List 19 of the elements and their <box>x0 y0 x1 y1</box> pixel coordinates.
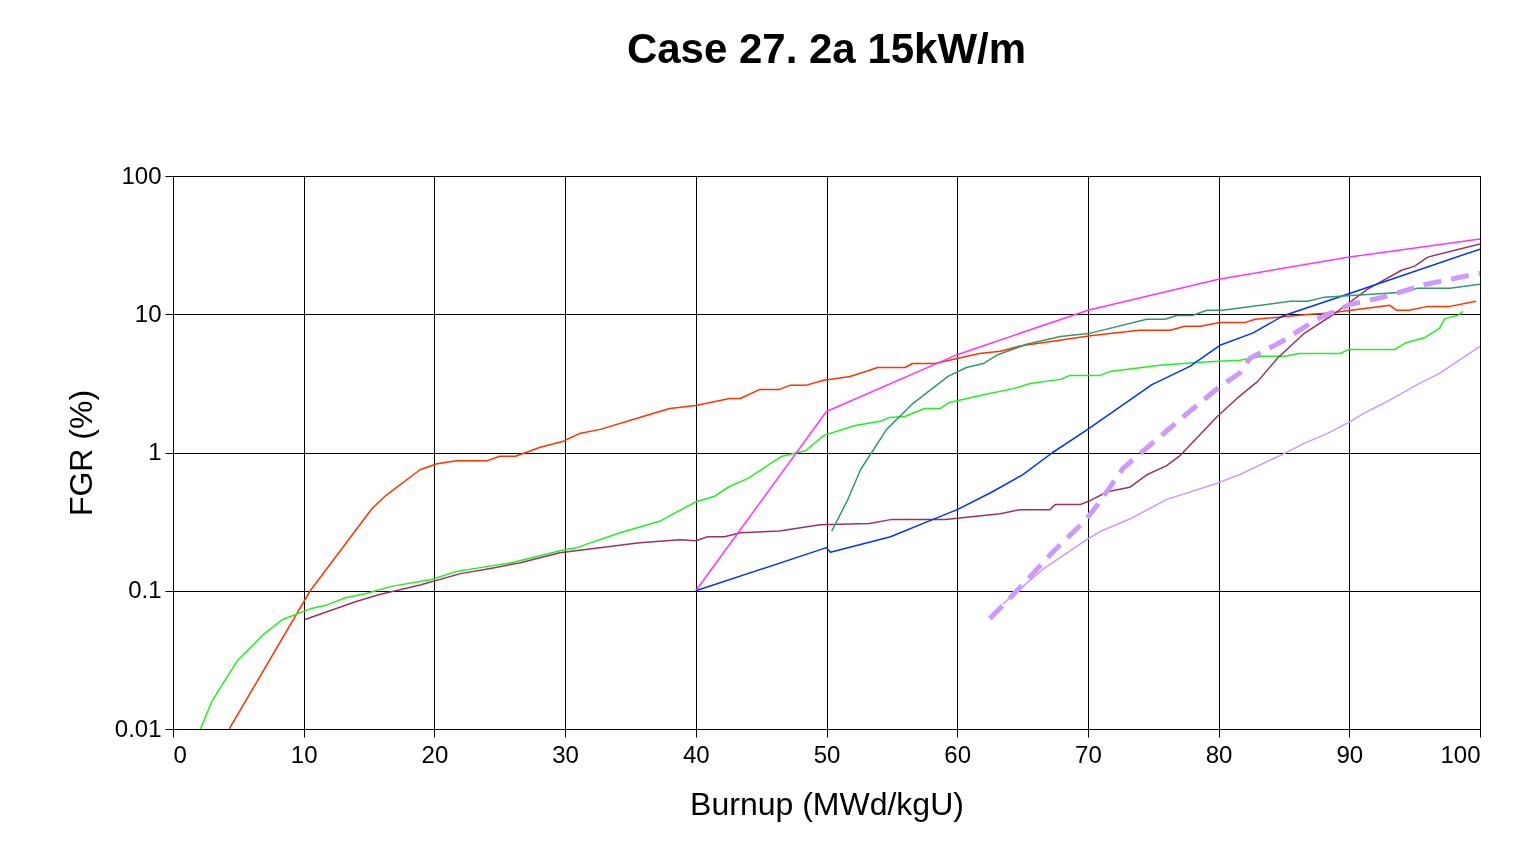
x-tick-label: 30 <box>552 740 579 768</box>
y-tick-label: 100 <box>121 161 162 189</box>
x-tick-label: 50 <box>813 740 841 768</box>
x-tick-label: 0 <box>173 740 187 768</box>
x-tick-label: 20 <box>421 740 449 768</box>
x-tick-label: 60 <box>944 740 972 768</box>
x-axis-title: Burnup (MWd/kgU) <box>690 785 964 822</box>
x-tick-label: 100 <box>1440 740 1481 768</box>
x-tick-label: 90 <box>1336 740 1364 768</box>
x-tick-label: 40 <box>682 740 710 768</box>
x-tick-label: 70 <box>1075 740 1102 768</box>
y-tick-label: 1 <box>148 438 162 465</box>
x-tick-label: 80 <box>1205 740 1233 768</box>
y-tick-label: 10 <box>134 299 162 327</box>
y-tick-label: 0.01 <box>114 714 162 742</box>
x-tick-label: 10 <box>290 740 318 768</box>
y-tick-label: 0.1 <box>128 576 162 604</box>
chart-title: Case 27. 2a 15kW/m <box>626 25 1027 72</box>
y-axis-title: FGR (%) <box>62 389 99 517</box>
